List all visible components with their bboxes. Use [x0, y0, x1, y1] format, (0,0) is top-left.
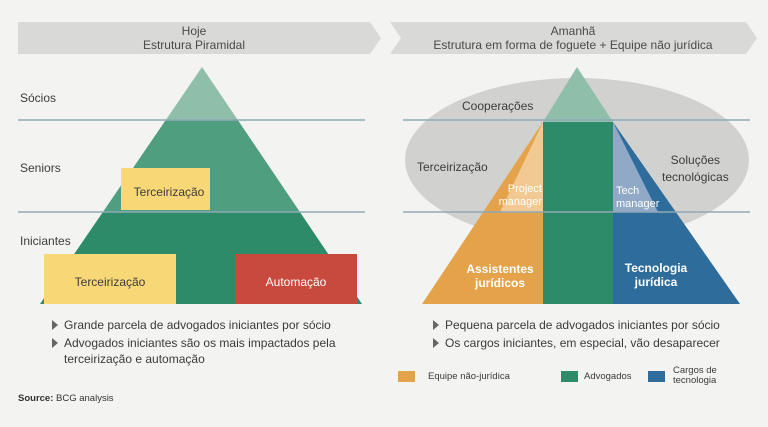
level-label-iniciantes: Iniciantes — [20, 234, 71, 248]
right-banner-line2: Estrutura em forma de foguete + Equipe n… — [433, 38, 713, 52]
legend-label-lawyers: Advogados — [584, 371, 632, 382]
level-label-seniors: Seniors — [20, 161, 61, 175]
tech-manager-wedge — [613, 122, 658, 212]
assistentes-line1: Assistentes — [466, 262, 534, 276]
project-manager-line2: manager — [498, 196, 542, 208]
cooperacoes-label: Cooperações — [462, 99, 534, 113]
project-manager-label: Project manager — [486, 183, 542, 209]
legend-swatch-tech — [648, 371, 665, 382]
terceirizacao-mid-label: Terceirização — [133, 185, 205, 199]
assistentes-line2: jurídicos — [474, 276, 525, 290]
bullet-arrow-icon — [433, 320, 439, 330]
bullet-arrow-icon — [52, 320, 58, 330]
left-banner-title: Hoje Estrutura Piramidal — [18, 24, 370, 52]
left-banner-line1: Hoje — [181, 24, 207, 38]
tecnologia-line2: jurídica — [634, 275, 678, 289]
legend-label-non-legal: Equipe não-jurídica — [428, 371, 510, 382]
tech-manager-label: Tech manager — [616, 185, 659, 211]
source-label: Source: — [18, 393, 54, 404]
right-banner-title: Amanhã Estrutura em forma de foguete + E… — [395, 24, 751, 52]
tech-manager-line1: Tech — [616, 185, 640, 197]
terceirizacao-low-label: Terceirização — [74, 275, 146, 289]
assistentes-juridicos-label: Assistentes jurídicos — [460, 262, 540, 290]
terceirizacao-right-label: Terceirização — [417, 160, 488, 174]
left-bullet-1-text: Grande parcela de advogados iniciantes p… — [64, 318, 331, 332]
left-bullet-list: Grande parcela de advogados iniciantes p… — [50, 317, 380, 369]
right-bullet-list: Pequena parcela de advogados iniciantes … — [431, 317, 761, 353]
left-banner-line2: Estrutura Piramidal — [142, 38, 246, 52]
right-bullet-1-text: Pequena parcela de advogados iniciantes … — [445, 318, 720, 332]
tecnologia-juridica-label: Tecnologia jurídica — [616, 261, 696, 289]
non-legal-team-wedge — [422, 122, 543, 304]
tech-manager-line2: manager — [616, 198, 660, 210]
source-text: BCG analysis — [53, 393, 114, 404]
left-bullet-1: Grande parcela de advogados iniciantes p… — [50, 317, 380, 333]
legend-swatch-lawyers — [561, 371, 578, 382]
automacao-box — [235, 254, 357, 304]
solucoes-tecnologicas-label: Soluções tecnológicas — [662, 152, 729, 186]
level-label-socios: Sócios — [20, 91, 57, 105]
terceirizacao-box-mid — [121, 168, 210, 210]
bullet-arrow-icon — [52, 338, 58, 348]
project-manager-line1: Project — [507, 183, 542, 195]
banners — [18, 22, 757, 54]
left-bullet-2-text: Advogados iniciantes são os mais impacta… — [64, 336, 336, 366]
tecnologia-line1: Tecnologia — [624, 261, 688, 275]
legend-label-tech: Cargos de tecnologia — [673, 365, 717, 386]
solucoes-line2: tecnológicas — [662, 170, 729, 184]
right-banner-line1: Amanhã — [550, 24, 596, 38]
bullet-arrow-icon — [433, 338, 439, 348]
right-bullet-2-text: Os cargos iniciantes, em especial, vão d… — [445, 336, 720, 350]
source-note: Source: BCG analysis — [18, 393, 114, 404]
right-bullet-1: Pequena parcela de advogados iniciantes … — [431, 317, 761, 333]
right-bullet-2: Os cargos iniciantes, em especial, vão d… — [431, 335, 761, 351]
solucoes-line1: Soluções — [670, 153, 721, 167]
left-bullet-2: Advogados iniciantes são os mais impacta… — [50, 335, 380, 367]
project-manager-wedge — [500, 122, 543, 212]
tech-roles-wedge — [613, 122, 740, 304]
right-banner — [390, 22, 757, 54]
terceirizacao-box-low — [44, 254, 176, 304]
rocket-tip — [543, 67, 613, 122]
left-banner — [18, 22, 381, 54]
lawyers-column — [543, 122, 613, 304]
legend-swatch-non-legal — [398, 371, 415, 382]
automacao-label: Automação — [265, 275, 327, 289]
